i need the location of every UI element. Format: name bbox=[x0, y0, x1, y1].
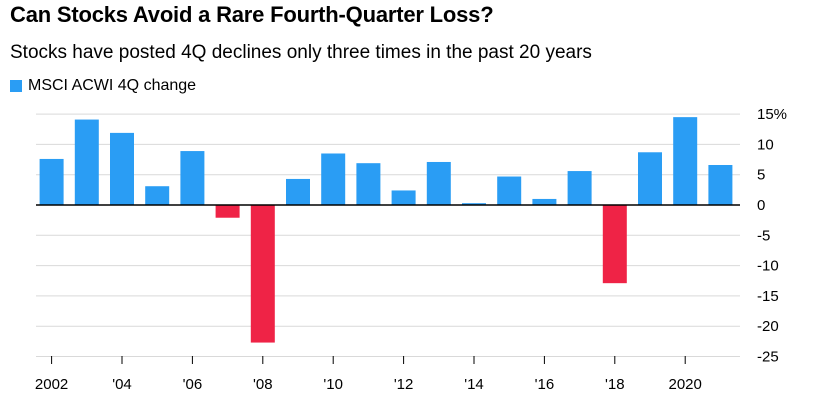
x-tick-label: '10 bbox=[323, 376, 343, 393]
axis-layer: 15% 10 5 0 -5 -10 -15 -20 -25 2002 '04 '06 '08 '10 '12… bbox=[35, 106, 787, 393]
x-tick-label: '14 bbox=[464, 376, 484, 393]
bar-2013 bbox=[426, 161, 451, 205]
x-tick-label: '04 bbox=[112, 376, 132, 393]
y-tick-label: 10 bbox=[757, 136, 774, 153]
bar-2010 bbox=[321, 153, 346, 205]
bar-2019 bbox=[638, 152, 662, 205]
bar-2006 bbox=[180, 151, 205, 205]
bar-2012 bbox=[391, 190, 416, 205]
legend: MSCI ACWI 4Q change bbox=[10, 77, 196, 95]
y-tick-label: -15 bbox=[757, 288, 779, 305]
y-tick-label: 15% bbox=[757, 106, 787, 123]
bar-2017 bbox=[567, 171, 592, 205]
chart-subtitle: Stocks have posted 4Q declines only thre… bbox=[10, 42, 592, 63]
y-tick-label: 0 bbox=[757, 197, 765, 214]
bar-2009 bbox=[286, 178, 310, 205]
chart-title: Can Stocks Avoid a Rare Fourth-Quarter L… bbox=[10, 2, 494, 27]
x-tick-label: '08 bbox=[253, 376, 273, 393]
y-tick-label: 5 bbox=[757, 167, 765, 184]
bar-2021 bbox=[708, 165, 733, 205]
bar-2005 bbox=[145, 186, 170, 205]
bar-2020 bbox=[673, 117, 698, 205]
bar-2008 bbox=[250, 205, 275, 343]
y-tick-label: -20 bbox=[757, 318, 779, 335]
x-tick-label: 2002 bbox=[35, 376, 68, 393]
x-tick-label: '12 bbox=[394, 376, 414, 393]
bar-2003 bbox=[74, 119, 99, 205]
bar-layer bbox=[39, 117, 733, 343]
x-tick-label: 2020 bbox=[669, 376, 702, 393]
legend-swatch bbox=[10, 80, 22, 92]
bar-2015 bbox=[497, 176, 522, 205]
y-tick-label: -25 bbox=[757, 349, 779, 366]
x-tick-label: '16 bbox=[535, 376, 555, 393]
bar-2004 bbox=[110, 132, 134, 205]
bar-2018 bbox=[602, 205, 627, 284]
x-tick-label: '06 bbox=[183, 376, 203, 393]
legend-label: MSCI ACWI 4Q change bbox=[28, 77, 197, 94]
x-tick-label: '18 bbox=[605, 376, 625, 393]
bar-2002 bbox=[39, 158, 64, 205]
bar-2016 bbox=[532, 198, 557, 205]
bar-2011 bbox=[356, 163, 381, 205]
bar-2007 bbox=[215, 205, 240, 218]
y-tick-label: -10 bbox=[757, 258, 779, 275]
bar-2014 bbox=[462, 203, 486, 205]
y-tick-label: -5 bbox=[757, 227, 770, 244]
grid-layer bbox=[36, 113, 740, 357]
